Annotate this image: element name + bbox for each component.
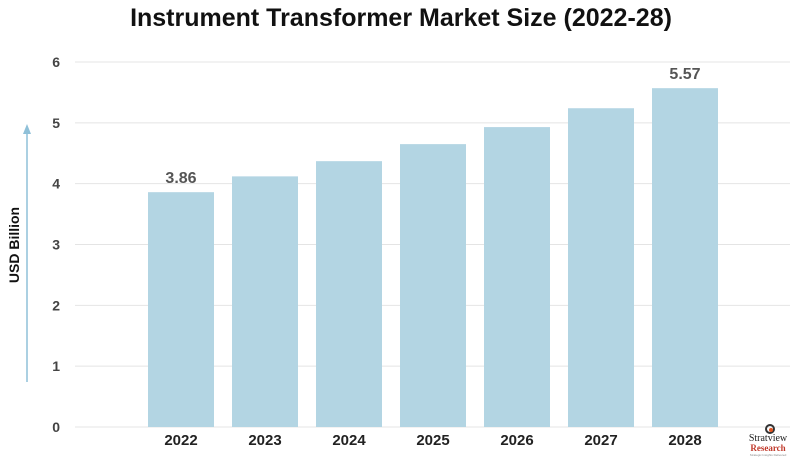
y-tick-label: 1 bbox=[52, 358, 60, 374]
x-tick-label: 2025 bbox=[416, 432, 449, 449]
y-tick-label: 0 bbox=[52, 419, 60, 435]
bar-2027 bbox=[568, 108, 634, 427]
x-tick-labels: 2022 2023 2024 2025 2026 2027 2028 bbox=[164, 432, 701, 449]
y-tick-label: 6 bbox=[52, 54, 60, 70]
y-tick-label: 3 bbox=[52, 237, 60, 253]
logo-tagline: Strategic Insights Delivered bbox=[749, 453, 787, 457]
y-tick-labels: 0 1 2 3 4 5 6 bbox=[52, 54, 60, 435]
bar-2024 bbox=[316, 161, 382, 428]
bar-2028 bbox=[652, 88, 718, 428]
logo-name: Stratview bbox=[748, 433, 788, 444]
y-axis-arrow bbox=[23, 124, 31, 382]
data-label: 3.86 bbox=[165, 170, 196, 187]
x-tick-label: 2027 bbox=[584, 432, 617, 449]
bar-2023 bbox=[232, 176, 298, 427]
bar-2022 bbox=[148, 192, 214, 427]
logo-sub: Research bbox=[750, 443, 786, 453]
x-tick-label: 2026 bbox=[500, 432, 533, 449]
stratview-logo: Stratview Research Strategic Insights De… bbox=[738, 424, 798, 458]
data-labels: 3.86 5.57 bbox=[165, 66, 700, 187]
y-tick-label: 5 bbox=[52, 115, 60, 131]
logo-icon bbox=[765, 424, 775, 434]
bars bbox=[148, 88, 718, 428]
bar-2025 bbox=[400, 144, 466, 427]
y-tick-label: 2 bbox=[52, 297, 60, 313]
x-tick-label: 2028 bbox=[668, 432, 701, 449]
chart-title: Instrument Transformer Market Size (2022… bbox=[130, 4, 672, 32]
data-label: 5.57 bbox=[669, 66, 700, 83]
x-tick-label: 2024 bbox=[332, 432, 366, 449]
bar-2026 bbox=[484, 127, 550, 427]
x-tick-label: 2022 bbox=[164, 432, 197, 449]
x-tick-label: 2023 bbox=[248, 432, 281, 449]
y-tick-label: 4 bbox=[52, 176, 60, 192]
y-axis-arrowhead bbox=[23, 124, 31, 134]
